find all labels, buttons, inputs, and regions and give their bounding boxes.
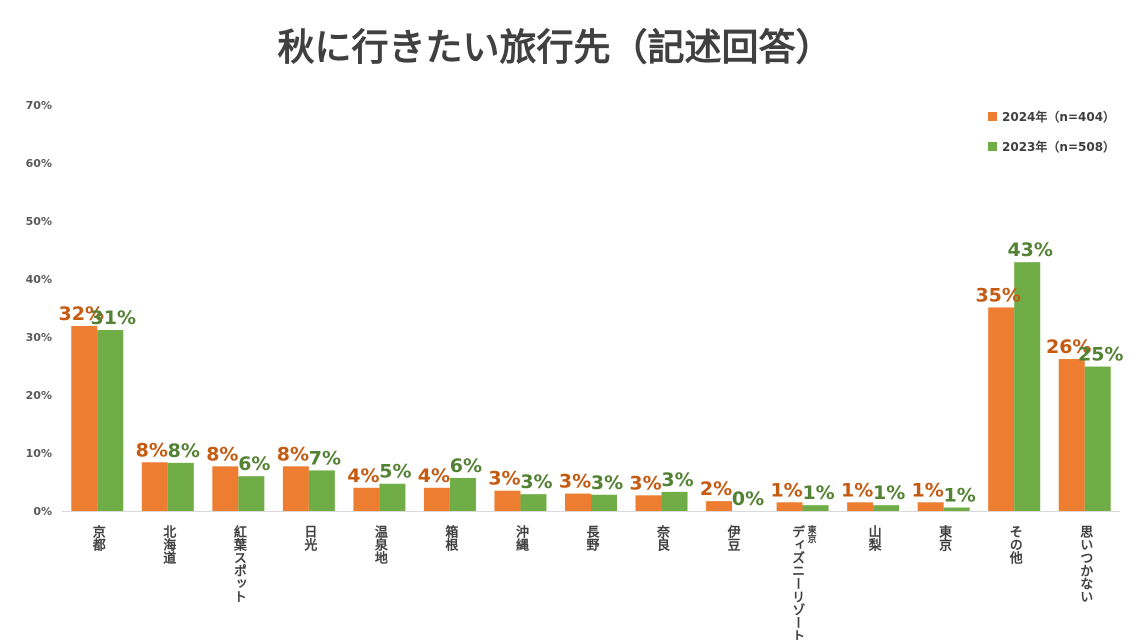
bar bbox=[71, 325, 98, 511]
category-label: 日光 bbox=[301, 525, 318, 552]
data-label: 25% bbox=[1078, 344, 1123, 366]
data-label: 5% bbox=[379, 461, 411, 483]
legend-label: 2023年（n=508） bbox=[1002, 139, 1115, 154]
data-label: 2% bbox=[700, 478, 732, 500]
bar bbox=[141, 462, 168, 511]
data-label: 6% bbox=[238, 453, 270, 475]
data-label: 3% bbox=[591, 472, 623, 494]
category-label: 思いつかない bbox=[1077, 525, 1093, 603]
bar bbox=[353, 487, 380, 511]
data-label: 6% bbox=[450, 455, 482, 477]
category-label: 沖縄 bbox=[513, 524, 529, 551]
legend-swatch bbox=[988, 112, 997, 121]
category-label: 東京 bbox=[936, 524, 952, 552]
data-label: 8% bbox=[206, 443, 238, 465]
bar bbox=[1014, 262, 1041, 511]
y-tick-label: 30% bbox=[26, 331, 52, 344]
category-label: 長野 bbox=[584, 525, 600, 552]
bar bbox=[494, 490, 521, 511]
data-label: 1% bbox=[841, 479, 873, 501]
data-label: 7% bbox=[309, 447, 341, 469]
data-label: 4% bbox=[418, 465, 450, 487]
y-tick-label: 70% bbox=[26, 99, 52, 112]
category-label: 東京 bbox=[806, 524, 817, 544]
data-label: 8% bbox=[136, 439, 168, 461]
legend-label: 2024年（n=404） bbox=[1002, 109, 1115, 124]
bar bbox=[1058, 359, 1085, 511]
y-axis: 0% 10% 20% 30% 40% 50% 60% 70% bbox=[26, 99, 52, 518]
bars bbox=[71, 262, 1111, 511]
data-label: 35% bbox=[975, 284, 1020, 306]
data-label: 43% bbox=[1007, 239, 1052, 261]
bar bbox=[873, 505, 900, 511]
bar bbox=[238, 476, 265, 511]
data-label: 4% bbox=[347, 465, 379, 487]
data-label: 1% bbox=[912, 479, 944, 501]
chart-title: 秋に行きたい旅行先（記述回答） bbox=[278, 26, 833, 69]
category-label: その他 bbox=[1007, 525, 1024, 565]
bar bbox=[635, 495, 662, 511]
x-axis: 京都 北海道 紅葉スポット 日光 温泉地 箱根 沖縄 長野 奈良 伊豆 東京ディズニーリゾート 山梨東… bbox=[62, 511, 1120, 640]
bar bbox=[212, 466, 239, 511]
y-tick-label: 0% bbox=[33, 505, 52, 518]
data-label: 1% bbox=[944, 485, 976, 507]
legend-swatch bbox=[988, 142, 997, 151]
category-label: 箱根 bbox=[442, 524, 458, 552]
bar bbox=[847, 502, 874, 511]
bar bbox=[449, 477, 476, 511]
y-tick-label: 60% bbox=[26, 157, 52, 170]
data-label: 8% bbox=[168, 440, 200, 462]
data-label: 3% bbox=[520, 471, 552, 493]
data-label: 3% bbox=[559, 471, 591, 493]
bar bbox=[591, 494, 617, 511]
y-tick-label: 50% bbox=[26, 215, 52, 228]
data-label: 32% bbox=[59, 303, 104, 325]
bar bbox=[988, 307, 1015, 511]
bar bbox=[776, 502, 803, 511]
category-label: 奈良 bbox=[654, 524, 671, 552]
category-label: 京都 bbox=[90, 524, 107, 552]
y-tick-label: 40% bbox=[26, 273, 52, 286]
category-label: 紅葉スポット bbox=[231, 524, 248, 603]
bar bbox=[308, 470, 335, 511]
bar bbox=[520, 494, 547, 511]
data-label: 1% bbox=[770, 479, 802, 501]
bar bbox=[943, 507, 970, 511]
data-label: 31% bbox=[91, 307, 136, 329]
data-label: 26% bbox=[1046, 336, 1091, 358]
bar bbox=[706, 501, 733, 511]
bar bbox=[167, 462, 194, 511]
category-label: 温泉地 bbox=[372, 525, 388, 565]
legend: 2024年（n=404） 2023年（n=508） bbox=[988, 109, 1115, 154]
category-label: ディズニーリゾート bbox=[789, 524, 805, 640]
data-labels: 32%8% 8% 8%4% 4% 3% 3% 3% 2% 1% 1% 1%35%26%31%8%6%… bbox=[59, 239, 1124, 510]
bar bbox=[282, 466, 309, 511]
y-tick-label: 20% bbox=[26, 389, 52, 402]
data-label: 3% bbox=[488, 468, 520, 490]
category-label: 伊豆 bbox=[725, 524, 742, 551]
data-label: 1% bbox=[873, 482, 905, 504]
data-label: 3% bbox=[629, 472, 661, 494]
bar bbox=[423, 487, 450, 511]
bar bbox=[1084, 366, 1111, 511]
data-label: 1% bbox=[802, 482, 834, 504]
data-label: 8% bbox=[277, 443, 309, 465]
data-label: 0% bbox=[732, 488, 764, 510]
bar bbox=[97, 330, 124, 511]
category-label: 山梨 bbox=[866, 524, 883, 552]
bar bbox=[917, 502, 944, 511]
bar bbox=[661, 491, 688, 511]
y-tick-label: 10% bbox=[26, 447, 52, 460]
data-label: 3% bbox=[661, 469, 693, 491]
category-label: 北海道 bbox=[160, 525, 176, 565]
bar bbox=[565, 493, 591, 511]
bar bbox=[802, 505, 829, 511]
bar bbox=[379, 483, 406, 511]
